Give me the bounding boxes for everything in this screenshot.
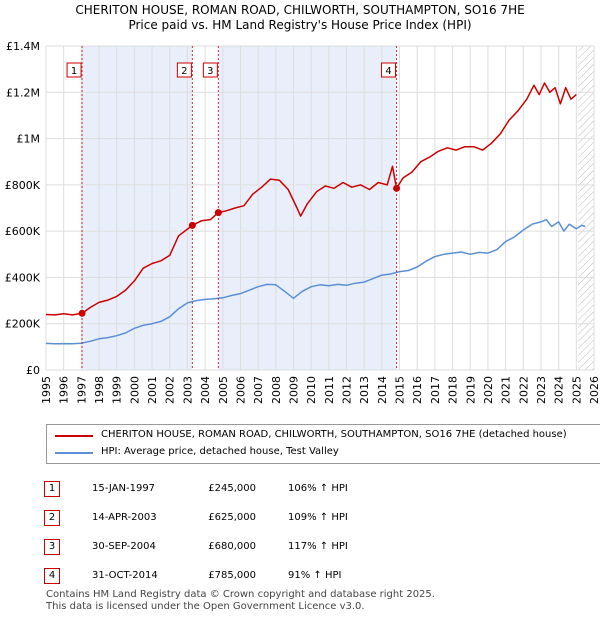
price-chart: 1 2 3 4 £0 £200K £400K £600K £800K £1M £1.2M £1.4M… [5,40,600,404]
sale-badge: 3 [44,538,60,555]
x-tick-label: 2002 [164,376,177,404]
y-tick-label: £800K [5,179,41,192]
sale-point-3 [214,209,222,217]
x-tick-label: 2018 [447,376,460,404]
x-tick-label: 2015 [394,376,407,404]
x-tick-label: 2009 [287,376,300,404]
sale-date: 15-JAN-1997 [92,483,156,494]
x-tick-label: 1997 [75,376,88,404]
x-tick-label: 2024 [553,376,566,404]
sale-price: £245,000 [208,483,256,494]
x-tick-label: 2020 [482,376,495,404]
x-tick-label: 1999 [111,376,124,404]
footer-licence: This data is licensed under the Open Gov… [46,601,365,612]
x-tick-label: 2026 [588,376,600,404]
sale-date: 31-OCT-2014 [92,570,158,581]
legend-label-property: CHERITON HOUSE, ROMAN ROAD, CHILWORTH, S… [101,429,567,440]
sale-badge: 1 [44,480,60,497]
x-tick-label: 2012 [341,376,354,404]
sale-label-3: 3 [207,66,213,77]
x-tick-label: 2004 [199,376,212,404]
x-tick-label: 2019 [464,376,477,404]
x-tick-label: 2001 [146,376,159,404]
sale-date: 14-APR-2003 [92,512,157,523]
sale-number-cell: 3 [44,532,60,561]
sale-label-box-3 [202,62,218,78]
legend: CHERITON HOUSE, ROMAN ROAD, CHILWORTH, S… [46,424,600,464]
x-tick-label: 2011 [323,376,336,404]
sale-label-box-4 [381,62,397,78]
chart-title: CHERITON HOUSE, ROMAN ROAD, CHILWORTH, S… [75,3,525,17]
x-tick-label: 1996 [58,376,71,404]
y-tick-label: £0 [26,364,40,377]
sale-price: £785,000 [208,570,256,581]
ownership-shading [218,46,397,370]
sale-hpi: 117% ↑ HPI [288,541,348,552]
x-tick-label: 2005 [217,376,230,404]
y-tick-label: £400K [5,271,41,284]
ownership-shading [82,46,193,370]
x-tick-label: 2023 [535,376,548,404]
sale-date: 30-SEP-2004 [92,541,156,552]
x-tick-label: 2016 [411,376,424,404]
sale-label-box-2 [176,62,192,78]
sale-price: £680,000 [208,541,256,552]
property-line [45,82,577,316]
x-tick-label: 2014 [376,376,389,404]
x-tick-label: 2013 [358,376,371,404]
legend-swatch-property [55,435,93,437]
x-tick-label: 2010 [305,376,318,404]
sale-label-2: 2 [181,66,187,77]
sale-badge: 2 [44,509,60,526]
table-row: 3 30-SEP-2004 £680,000 117% ↑ HPI [44,532,348,561]
x-tick-label: 2021 [500,376,513,404]
y-tick-label: £1.2M [6,86,40,99]
y-tick-label: £600K [5,225,41,238]
legend-label-hpi: HPI: Average price, detached house, Test… [101,446,339,457]
y-tick-label: £1M [17,133,41,146]
hpi-line [45,218,586,345]
x-tick-label: 2017 [429,376,442,404]
x-tick-label: 2025 [570,376,583,404]
table-row: 2 14-APR-2003 £625,000 109% ↑ HPI [44,503,348,532]
x-tick-label: 1998 [93,376,106,404]
x-tick-label: 2006 [234,376,247,404]
x-tick-label: 2000 [128,376,141,404]
x-tick-label: 2003 [181,376,194,404]
chart-subtitle: Price paid vs. HM Land Registry's House … [128,18,472,32]
x-tick-label: 2007 [252,376,265,404]
x-tick-label: 2022 [517,376,530,404]
y-tick-label: £1.4M [6,40,40,53]
sale-point-4 [393,184,401,192]
sale-label-4: 4 [385,66,391,77]
sale-point-2 [188,221,196,229]
sale-point-1 [78,309,86,317]
footer-copyright: Contains HM Land Registry data © Crown c… [46,589,435,600]
sale-number-cell: 1 [44,474,60,503]
sale-label-1: 1 [71,66,77,77]
sale-number-cell: 4 [44,561,60,590]
sales-table: 1 15-JAN-1997 £245,000 106% ↑ HPI 2 14-A… [44,474,348,590]
sale-hpi: 106% ↑ HPI [288,483,348,494]
sale-badge: 4 [44,567,60,584]
table-row: 4 31-OCT-2014 £785,000 91% ↑ HPI [44,561,348,590]
y-tick-label: £200K [5,318,41,331]
legend-swatch-hpi [55,452,93,454]
projection-region [578,46,594,370]
sale-number-cell: 2 [44,503,60,532]
sale-hpi: 91% ↑ HPI [288,570,342,581]
table-row: 1 15-JAN-1997 £245,000 106% ↑ HPI [44,474,348,503]
x-tick-label: 1995 [40,376,53,404]
sale-label-box-1 [66,62,82,78]
x-tick-label: 2008 [270,376,283,404]
sale-hpi: 109% ↑ HPI [288,512,348,523]
sale-price: £625,000 [208,512,256,523]
footer: Contains HM Land Registry data © Crown c… [46,589,435,613]
